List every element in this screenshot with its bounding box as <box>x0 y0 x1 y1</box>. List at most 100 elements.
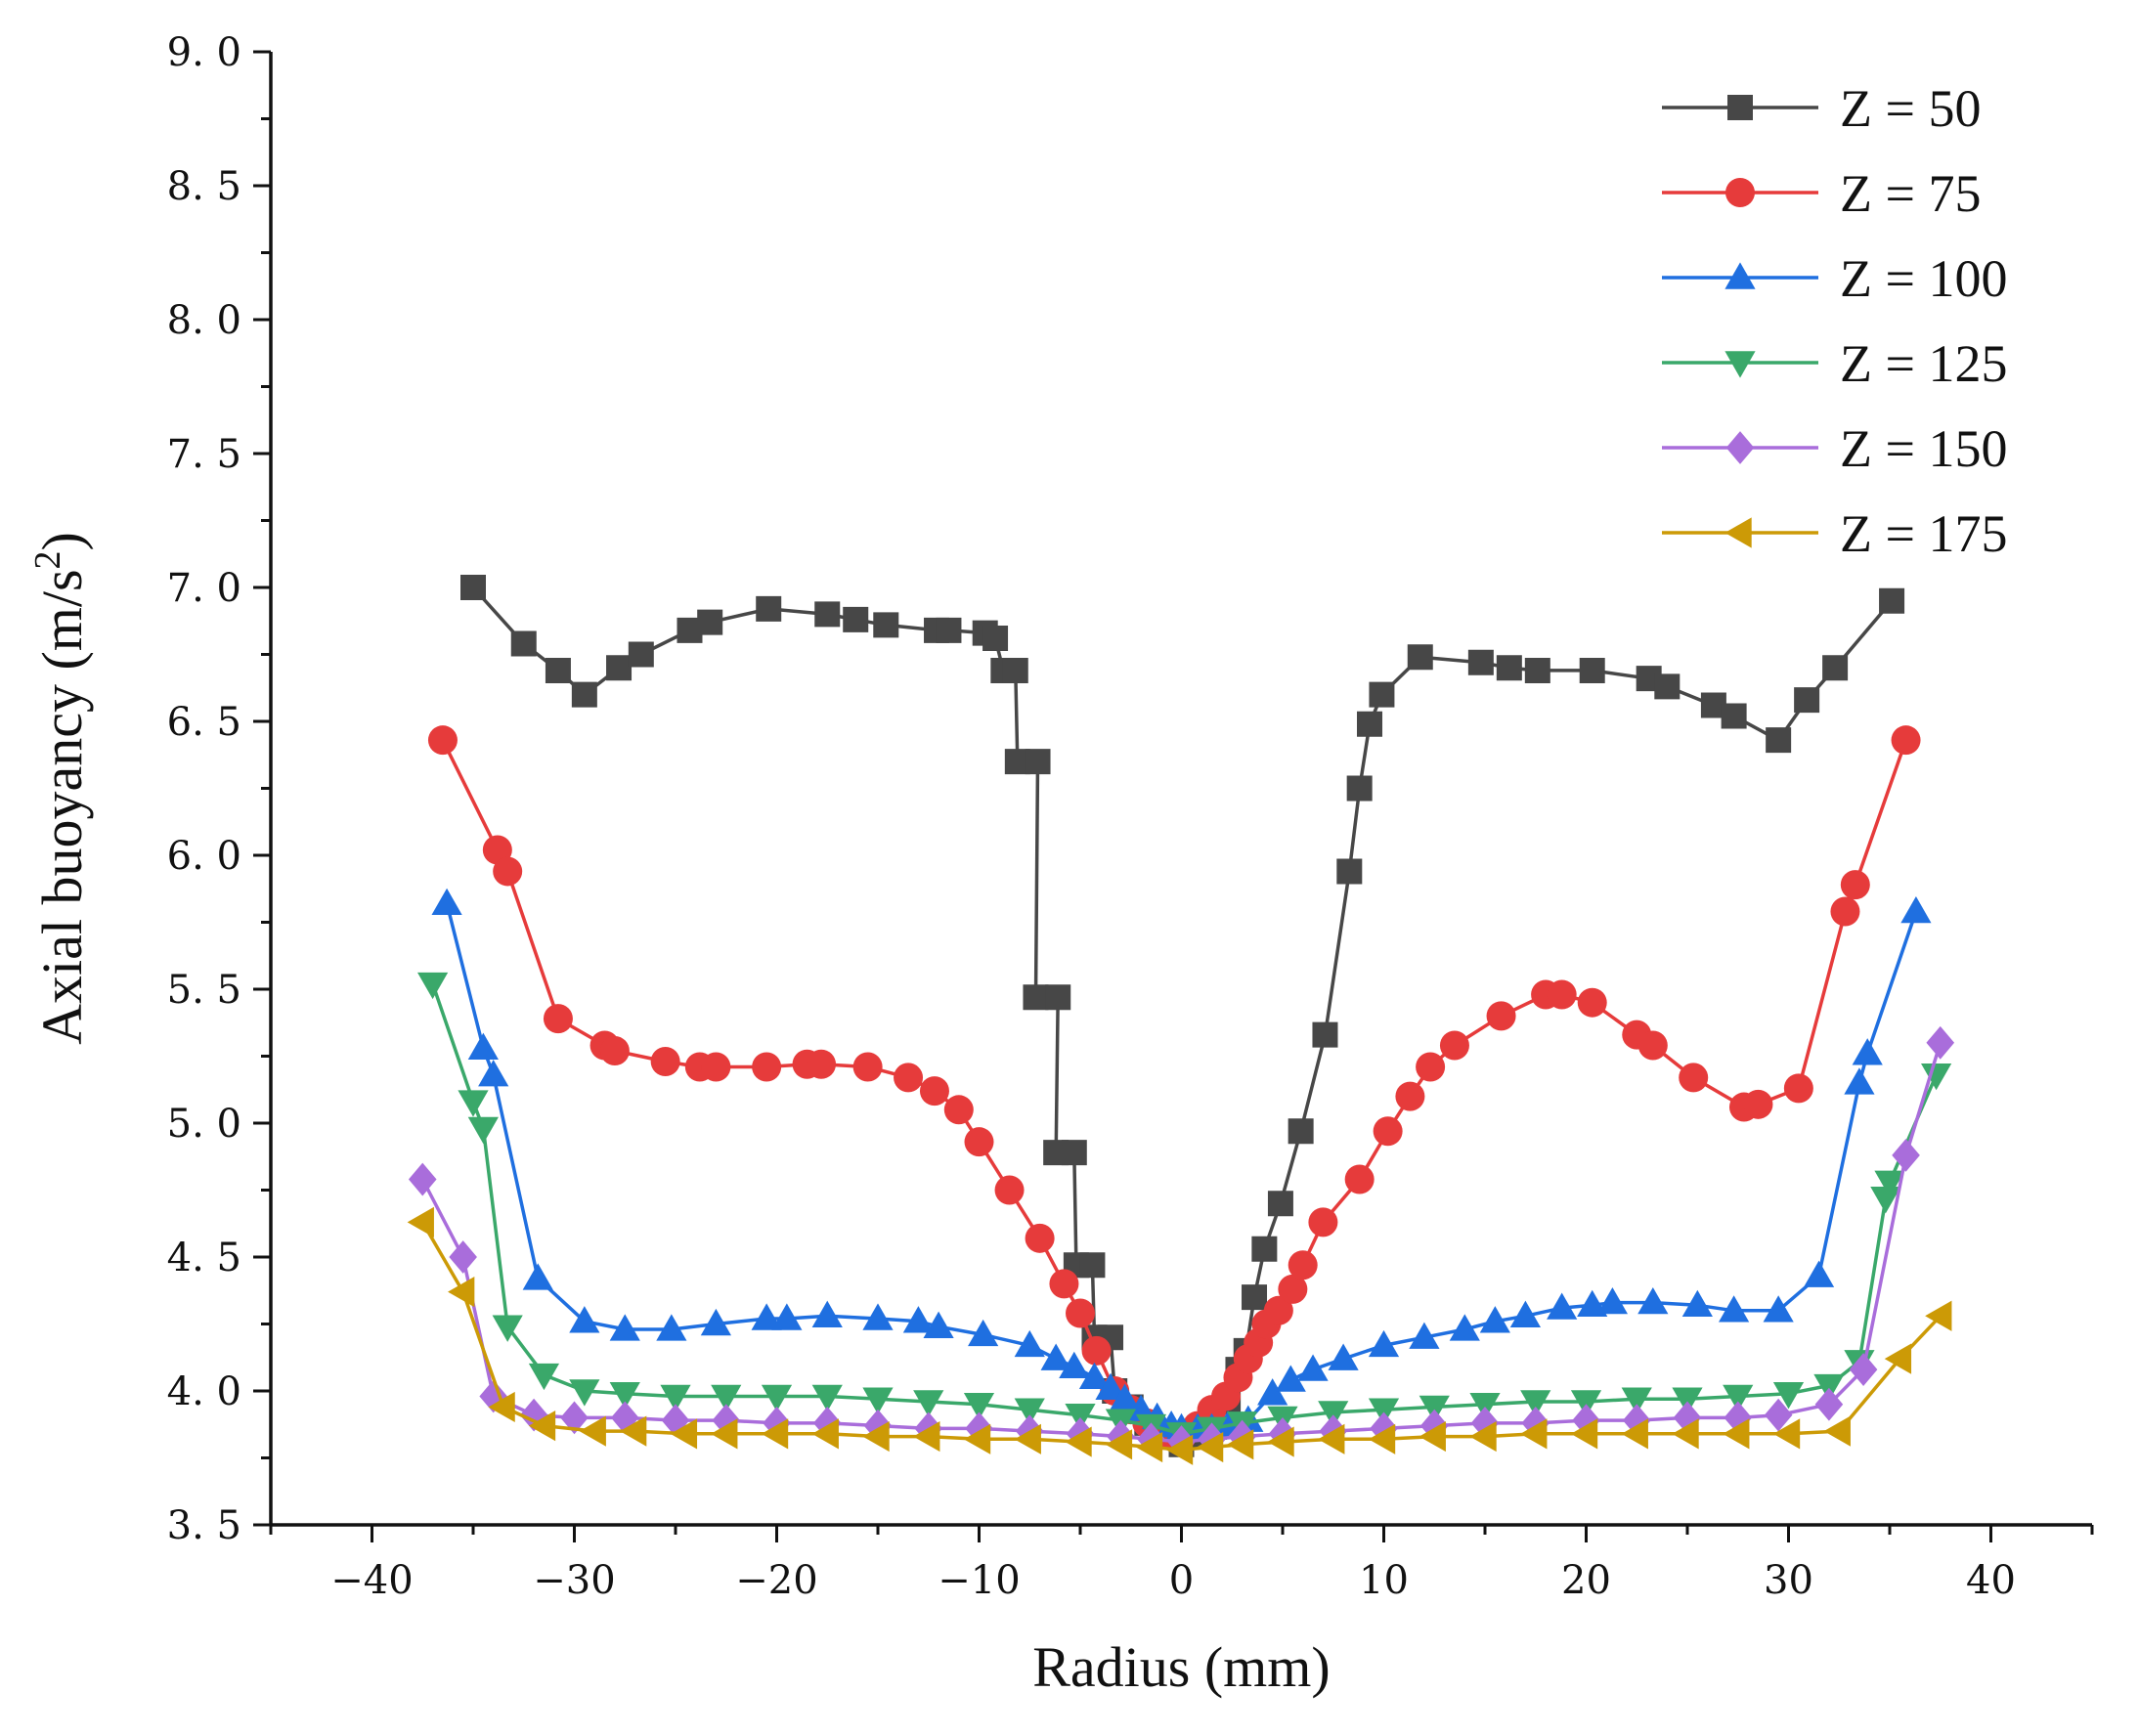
series-2-point <box>1679 1063 1709 1093</box>
series-3-point <box>1297 1354 1329 1381</box>
series-1-point <box>1061 1140 1087 1166</box>
series-4-point <box>660 1384 691 1412</box>
y-tick-label: 9. 0 <box>167 30 241 75</box>
series-4-point <box>1368 1398 1400 1425</box>
series-3-point <box>1095 1372 1126 1400</box>
series-2 <box>427 725 1921 1452</box>
series-4-point <box>761 1384 793 1412</box>
x-axis-title: Radius (mm) <box>1032 1635 1330 1699</box>
series-5-point <box>1673 1401 1702 1435</box>
series-4-point <box>1870 1187 1901 1214</box>
series-3-point <box>811 1300 843 1327</box>
series-3-point <box>1014 1329 1045 1358</box>
series-2-point <box>852 1052 883 1082</box>
series-4-point <box>1621 1387 1652 1414</box>
series-1-point <box>677 617 703 643</box>
series-6-point <box>1925 1300 1952 1331</box>
legend-label: Z = 75 <box>1840 164 1981 223</box>
series-4-point <box>1723 1384 1754 1412</box>
series-6-point <box>488 1391 515 1423</box>
series-1-point <box>510 630 537 657</box>
y-tick-label: 8. 0 <box>167 298 241 343</box>
series-6-point <box>1772 1418 1801 1450</box>
series-3-point <box>968 1319 999 1347</box>
series-1-point <box>1357 711 1383 737</box>
y-tick-label: 4. 0 <box>167 1369 241 1414</box>
series-6-point <box>1672 1418 1699 1450</box>
series-5-point <box>1370 1411 1398 1446</box>
series-2-point <box>1395 1081 1425 1111</box>
y-tick-label: 6. 0 <box>167 834 241 879</box>
series-1-point <box>1369 681 1395 708</box>
series-1-point <box>1654 673 1681 700</box>
series-1-point <box>571 681 597 708</box>
legend-marker <box>1725 431 1755 464</box>
series-1-point <box>697 609 723 635</box>
legend-item-6: Z = 175 <box>1662 504 2007 563</box>
x-tick-label: 0 <box>1169 1558 1194 1603</box>
legend-marker <box>1724 351 1756 378</box>
y-axis-title-superscript: 2 <box>27 550 68 569</box>
series-5-point <box>965 1411 993 1446</box>
series-4-point <box>711 1384 742 1412</box>
series-4-point <box>1318 1401 1349 1428</box>
series-4-point <box>1874 1170 1905 1197</box>
series-5-point <box>1814 1387 1844 1421</box>
series-1-point <box>1579 657 1605 683</box>
series-1-point <box>1766 727 1792 754</box>
legend-item-2: Z = 75 <box>1662 164 1981 223</box>
series-6-point <box>407 1206 434 1237</box>
series-6-point <box>1065 1426 1092 1457</box>
series-2-point <box>894 1063 924 1093</box>
legend-label: Z = 150 <box>1840 419 2007 478</box>
series-4-point <box>1065 1403 1096 1431</box>
series-6 <box>407 1206 1952 1465</box>
series-1-point <box>1407 644 1433 671</box>
series-5-point <box>610 1401 639 1435</box>
series-6-point <box>1165 1434 1194 1465</box>
series-3-point <box>1078 1362 1111 1389</box>
series-4-point <box>1813 1373 1845 1402</box>
series-3 <box>431 888 1932 1441</box>
series-1-point <box>1700 692 1726 718</box>
series-2-point <box>701 1052 731 1082</box>
legend-marker <box>1727 95 1753 120</box>
y-axis: 3. 5 4. 0 4. 5 5. 0 5. 5 6. 0 6. 5 7. 0 7. 5 8. 0… <box>167 30 273 1548</box>
series-5-point <box>661 1404 690 1438</box>
x-axis: −40 −30 −20 −10 0 10 20 30 40 <box>269 1523 2094 1603</box>
series-3-point <box>609 1314 640 1341</box>
series-5-point <box>560 1401 589 1435</box>
series-2-point <box>599 1036 630 1066</box>
series-4-point <box>862 1387 894 1414</box>
series-2-point <box>1049 1269 1079 1299</box>
y-tick-label: 4. 5 <box>167 1236 241 1280</box>
legend-label: Z = 50 <box>1840 79 1981 138</box>
series-3-point <box>1509 1300 1541 1327</box>
series-4-point <box>1672 1387 1703 1414</box>
series-1-point <box>1822 655 1849 681</box>
series-2-point <box>994 1175 1025 1205</box>
series-1-point <box>1251 1236 1278 1262</box>
y-axis-title-close: ) <box>30 532 94 550</box>
series-4-point <box>963 1393 995 1420</box>
series-6-point <box>579 1415 606 1447</box>
series-3-point <box>751 1303 782 1330</box>
series-4-point <box>417 972 449 1000</box>
series-1-point <box>1794 687 1820 714</box>
series-5-line <box>420 1042 1943 1444</box>
x-tick-label: 20 <box>1561 1558 1611 1603</box>
x-tick-label: −30 <box>533 1558 615 1603</box>
series-2-point <box>1416 1052 1446 1082</box>
series-2-point <box>919 1076 949 1107</box>
series-4-point <box>492 1315 523 1342</box>
series-6-point <box>448 1277 475 1308</box>
series-3-point <box>1449 1314 1480 1341</box>
series-1-point <box>1023 984 1049 1011</box>
series-6-point <box>1570 1418 1598 1450</box>
y-tick-label: 7. 5 <box>167 432 241 477</box>
series-3-line <box>445 902 1918 1431</box>
series-6-point <box>1196 1431 1224 1463</box>
x-tick-label: 30 <box>1764 1558 1813 1603</box>
series-1-point <box>1312 1021 1338 1048</box>
series-4-point <box>528 1363 560 1391</box>
